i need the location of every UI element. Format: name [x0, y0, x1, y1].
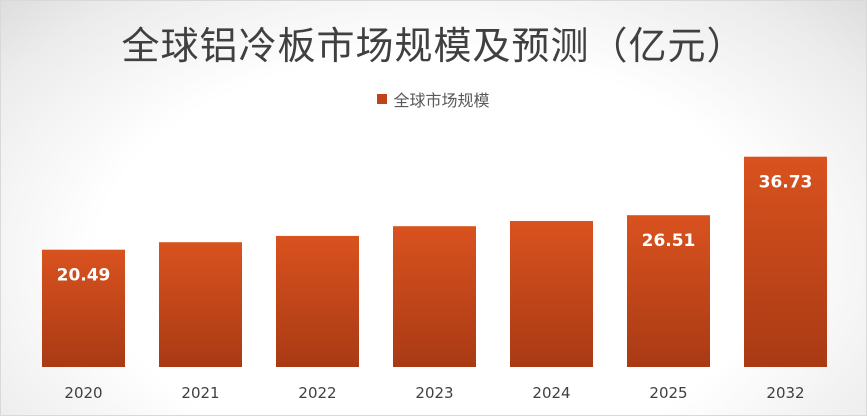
- x-tick-label-2020: 2020: [64, 384, 102, 402]
- legend: 全球市场规模: [1, 87, 866, 111]
- x-tick-label-2021: 2021: [181, 384, 219, 402]
- bars-group: [42, 156, 827, 367]
- data-labels-group: 20.49 26.51 36.73: [57, 173, 813, 286]
- bar-2032: [744, 156, 827, 367]
- legend-label: 全球市场规模: [393, 91, 490, 110]
- bar-2023: [393, 226, 476, 367]
- data-label-2020: 20.49: [57, 266, 111, 286]
- bar-2021: [159, 242, 242, 367]
- bar-2025: [627, 215, 710, 367]
- chart-title: 全球铝冷板市场规模及预测（亿元）: [121, 24, 746, 68]
- bar-2022: [276, 235, 359, 367]
- data-label-2032: 36.73: [759, 173, 813, 193]
- legend-swatch: [377, 94, 388, 104]
- bar-2024: [510, 221, 593, 367]
- x-tick-label-2023: 2023: [415, 384, 453, 402]
- x-tick-label-2022: 2022: [298, 384, 336, 402]
- x-tick-labels-group: 2020 2021 2022 2023 2024 2025 2032: [64, 384, 804, 402]
- x-tick-label-2032: 2032: [766, 384, 804, 402]
- bar-2020: [42, 249, 125, 367]
- data-label-2025: 26.51: [642, 231, 696, 251]
- x-tick-label-2025: 2025: [649, 384, 687, 402]
- x-tick-label-2024: 2024: [532, 384, 570, 402]
